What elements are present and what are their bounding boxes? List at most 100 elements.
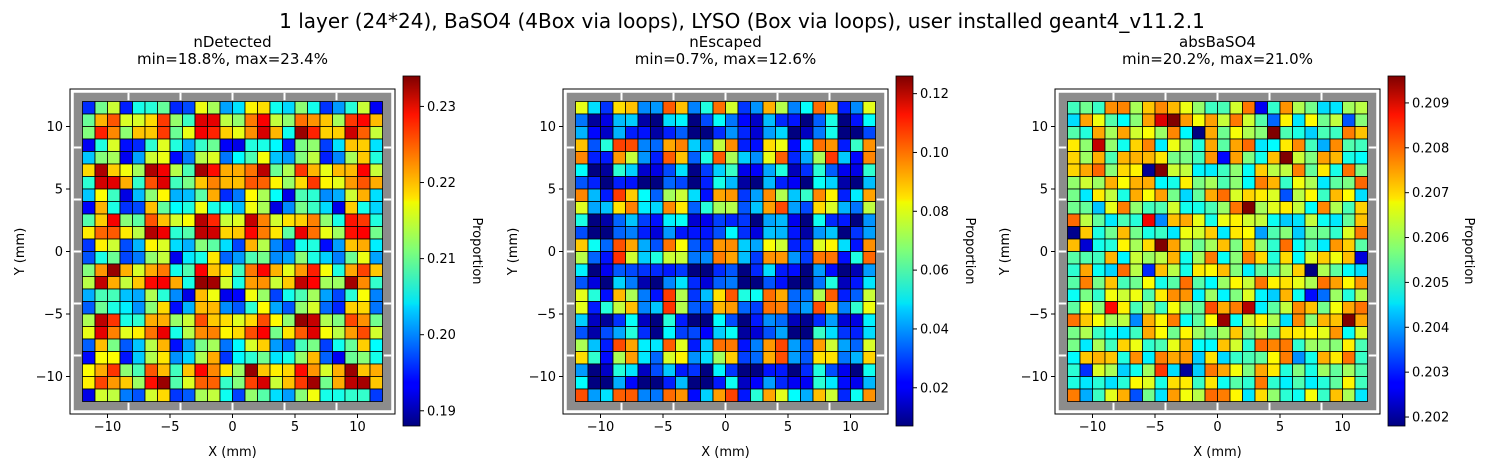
heatmap-cell xyxy=(294,138,308,152)
heatmap-cell xyxy=(1079,251,1093,265)
heatmap-cell xyxy=(612,138,626,152)
heatmap-cell xyxy=(332,326,346,340)
heatmap-cell xyxy=(1079,113,1093,127)
y-axis-label: Y (mm) xyxy=(506,228,521,277)
heatmap-cell xyxy=(194,376,208,390)
heatmap-cell xyxy=(82,163,96,177)
heatmap-cell xyxy=(837,263,851,277)
heatmap-cell xyxy=(1117,201,1131,215)
heatmap-cell xyxy=(1292,301,1306,315)
heatmap-cell xyxy=(625,388,639,402)
heatmap-cell xyxy=(332,276,346,290)
heatmap-cell xyxy=(232,388,246,402)
heatmap-cell xyxy=(344,376,358,390)
heatmap-cell xyxy=(1267,151,1281,165)
heatmap-cell xyxy=(1142,126,1156,140)
heatmap-cell xyxy=(1279,338,1293,352)
heatmap-cell xyxy=(194,238,208,252)
heatmap-cell xyxy=(1179,101,1193,115)
heatmap-cell xyxy=(812,226,826,240)
heatmap-cell xyxy=(1092,351,1106,365)
colorbar-label: Proportion xyxy=(1461,217,1476,284)
heatmap-cell xyxy=(369,288,383,302)
heatmap-cell xyxy=(219,151,233,165)
heatmap-cell xyxy=(1154,251,1168,265)
heatmap-cell xyxy=(194,201,208,215)
heatmap-cell xyxy=(587,126,601,140)
heatmap-cell xyxy=(157,338,171,352)
heatmap-cell xyxy=(700,288,714,302)
heatmap-cell xyxy=(1329,251,1343,265)
heatmap-cell xyxy=(675,326,689,340)
heatmap-cell xyxy=(1304,276,1318,290)
heatmap-cell xyxy=(94,276,108,290)
colorbar-label: Proportion xyxy=(962,217,977,284)
heatmap-cell xyxy=(194,288,208,302)
heatmap-cell xyxy=(332,363,346,377)
heatmap-cell xyxy=(207,376,221,390)
heatmap-cell xyxy=(144,113,158,127)
heatmap-cell xyxy=(675,101,689,115)
heatmap-cell xyxy=(1242,376,1256,390)
heatmap-cell xyxy=(1179,176,1193,190)
heatmap-cell xyxy=(725,376,739,390)
heatmap-cell xyxy=(1217,301,1231,315)
heatmap-cell xyxy=(750,313,764,327)
heatmap-cell xyxy=(800,238,814,252)
heatmap-cell xyxy=(1242,163,1256,177)
heatmap-cell xyxy=(587,238,601,252)
heatmap-cell xyxy=(837,388,851,402)
heatmap-cell xyxy=(862,388,876,402)
heatmap-cell xyxy=(244,188,258,202)
heatmap-cell xyxy=(1179,238,1193,252)
heatmap-cell xyxy=(650,351,664,365)
heatmap-cell xyxy=(1104,363,1118,377)
heatmap-cell xyxy=(182,288,196,302)
heatmap-cell xyxy=(587,351,601,365)
heatmap-cell xyxy=(600,113,614,127)
heatmap-cell xyxy=(1079,226,1093,240)
heatmap-cell xyxy=(1154,113,1168,127)
heatmap-cell xyxy=(194,101,208,115)
heatmap-cell xyxy=(1142,301,1156,315)
heatmap-cell xyxy=(1354,276,1368,290)
heatmap-cell xyxy=(725,226,739,240)
heatmap-cell xyxy=(144,151,158,165)
heatmap-cell xyxy=(144,201,158,215)
heatmap-cell xyxy=(1317,313,1331,327)
heatmap-cell xyxy=(700,338,714,352)
heatmap-cells xyxy=(82,101,383,402)
heatmap-cell xyxy=(132,251,146,265)
heatmap-cell xyxy=(812,176,826,190)
heatmap-cell xyxy=(1079,351,1093,365)
heatmap-cell xyxy=(1167,113,1181,127)
heatmap-cell xyxy=(1242,176,1256,190)
heatmap-cell xyxy=(1229,263,1243,277)
heatmap-cell xyxy=(332,126,346,140)
heatmap-cell xyxy=(1092,263,1106,277)
heatmap-cell xyxy=(94,363,108,377)
heatmap-cell xyxy=(1329,226,1343,240)
heatmap-cell xyxy=(587,276,601,290)
heatmap-cell xyxy=(232,338,246,352)
heatmap-cell xyxy=(1167,301,1181,315)
heatmap-cell xyxy=(144,376,158,390)
heatmap-cell xyxy=(1267,338,1281,352)
heatmap-cell xyxy=(612,376,626,390)
heatmap-cell xyxy=(1304,251,1318,265)
heatmap-cell xyxy=(244,163,258,177)
heatmap-cell xyxy=(712,226,726,240)
heatmap-cell xyxy=(82,213,96,227)
heatmap-cell xyxy=(812,313,826,327)
heatmap-cell xyxy=(1154,163,1168,177)
heatmap-cell xyxy=(369,138,383,152)
heatmap-cell xyxy=(700,388,714,402)
heatmap-cell xyxy=(800,288,814,302)
heatmap-cell xyxy=(269,126,283,140)
heatmap-cell xyxy=(82,201,96,215)
heatmap-cell xyxy=(837,376,851,390)
heatmap-cell xyxy=(600,238,614,252)
heatmap-cell xyxy=(1154,288,1168,302)
heatmap-cell xyxy=(662,326,676,340)
heatmap-cell xyxy=(587,138,601,152)
